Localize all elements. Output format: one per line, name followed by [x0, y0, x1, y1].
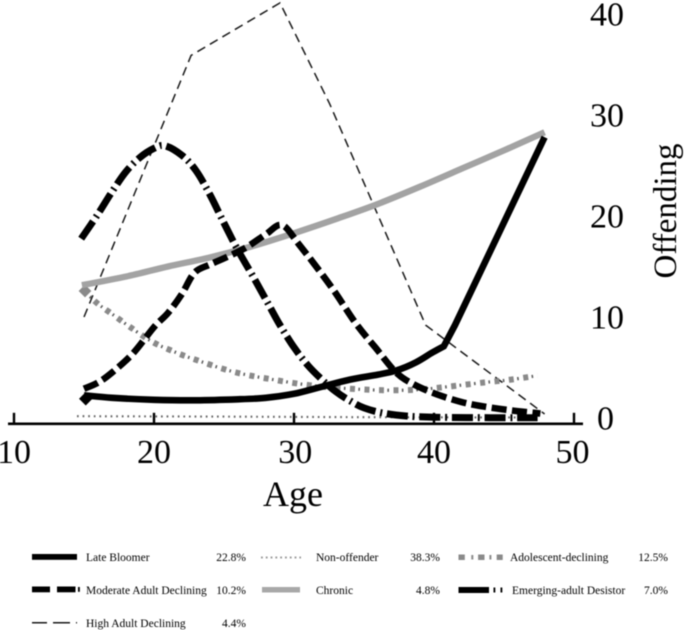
svg-text:Late Bloomer: Late Bloomer — [86, 552, 150, 564]
svg-text:12.5%: 12.5% — [638, 552, 668, 564]
svg-text:0: 0 — [597, 401, 614, 438]
svg-text:30: 30 — [590, 98, 624, 135]
svg-text:20: 20 — [137, 434, 171, 471]
svg-text:Moderate Adult Declining: Moderate Adult Declining — [86, 585, 207, 597]
svg-text:Offending: Offending — [648, 143, 684, 278]
svg-text:40: 40 — [417, 434, 451, 471]
svg-text:30: 30 — [278, 434, 312, 471]
svg-text:Age: Age — [263, 474, 323, 514]
svg-text:20: 20 — [590, 199, 624, 236]
svg-text:7.0%: 7.0% — [644, 585, 668, 597]
svg-text:10: 10 — [590, 300, 624, 337]
svg-text:4.8%: 4.8% — [416, 585, 440, 597]
svg-text:10.2%: 10.2% — [216, 585, 246, 597]
svg-text:38.3%: 38.3% — [410, 552, 440, 564]
svg-text:50: 50 — [556, 434, 590, 471]
svg-text:Chronic: Chronic — [316, 585, 353, 597]
svg-text:Non-offender: Non-offender — [316, 552, 379, 564]
svg-text:4.4%: 4.4% — [222, 618, 246, 630]
svg-text:Adolescent-declining: Adolescent-declining — [510, 552, 609, 564]
svg-text:High Adult Declining: High Adult Declining — [86, 618, 186, 630]
svg-text:Emerging-adult Desistor: Emerging-adult Desistor — [512, 585, 625, 597]
svg-text:22.8%: 22.8% — [216, 552, 246, 564]
svg-text:10: 10 — [0, 434, 31, 471]
svg-text:40: 40 — [590, 0, 624, 34]
